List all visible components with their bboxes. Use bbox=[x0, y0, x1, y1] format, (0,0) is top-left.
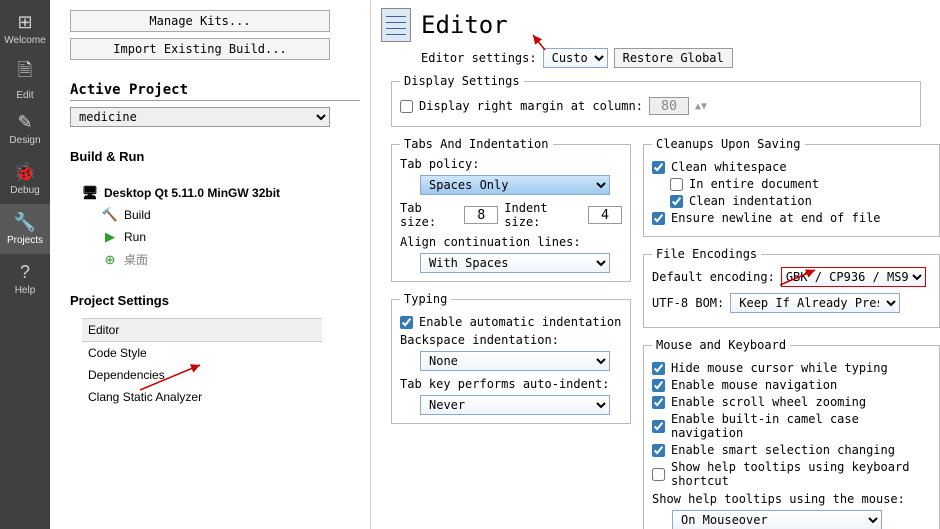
run-item[interactable]: ▶Run bbox=[82, 226, 360, 248]
desktop-item[interactable]: ⊕桌面 bbox=[82, 248, 360, 271]
editor-settings-select[interactable]: Custom bbox=[543, 48, 608, 68]
hide-cursor-label: Hide mouse cursor while typing bbox=[671, 361, 888, 375]
sidebar-item-debug[interactable]: 🐞Debug bbox=[0, 154, 50, 204]
build-run-heading: Build & Run bbox=[70, 149, 360, 164]
settings-item-codestyle[interactable]: Code Style bbox=[82, 342, 360, 364]
manage-kits-button[interactable]: Manage Kits... bbox=[70, 10, 330, 32]
settings-item-clang[interactable]: Clang Static Analyzer bbox=[82, 386, 360, 408]
monitor-icon: 🖥 bbox=[82, 185, 98, 201]
smart-sel-checkbox[interactable] bbox=[652, 444, 665, 457]
camel-case-checkbox[interactable] bbox=[652, 420, 665, 433]
sidebar-item-projects[interactable]: 🔧Projects bbox=[0, 204, 50, 254]
default-enc-select[interactable]: GBK / CP936 / MS936 / wi bbox=[781, 267, 926, 287]
sidebar: ⊞Welcome 🗎Edit ✎Design 🐞Debug 🔧Projects … bbox=[0, 0, 50, 529]
encodings-group: File Encodings Default encoding: GBK / C… bbox=[643, 247, 940, 328]
bom-label: UTF-8 BOM: bbox=[652, 296, 724, 310]
mouse-nav-label: Enable mouse navigation bbox=[671, 378, 837, 392]
tooltips-mouse-label: Show help tooltips using the mouse: bbox=[652, 492, 931, 506]
cleanups-group: Cleanups Upon Saving Clean whitespace In… bbox=[643, 137, 940, 237]
clean-ws-checkbox[interactable] bbox=[652, 161, 665, 174]
right-margin-input[interactable] bbox=[649, 97, 689, 115]
entire-doc-checkbox[interactable] bbox=[670, 178, 683, 191]
smart-sel-label: Enable smart selection changing bbox=[671, 443, 895, 457]
tab-policy-select[interactable]: Spaces Only bbox=[420, 175, 610, 195]
mouse-nav-checkbox[interactable] bbox=[652, 379, 665, 392]
restore-global-button[interactable]: Restore Global bbox=[614, 48, 733, 68]
backspace-select[interactable]: None bbox=[420, 351, 610, 371]
plus-icon: ⊕ bbox=[102, 252, 118, 268]
bom-select[interactable]: Keep If Already Present bbox=[730, 293, 900, 313]
sidebar-item-design[interactable]: ✎Design bbox=[0, 104, 50, 154]
tab-policy-label: Tab policy: bbox=[400, 157, 622, 171]
indent-size-label: Indent size: bbox=[504, 201, 582, 229]
right-margin-checkbox[interactable] bbox=[400, 100, 413, 113]
editor-icon bbox=[381, 8, 411, 42]
auto-indent-label: Enable automatic indentation bbox=[419, 315, 621, 329]
tooltips-mouse-select[interactable]: On Mouseover bbox=[672, 510, 882, 529]
document-icon: 🗎 bbox=[18, 58, 32, 88]
bug-icon: 🐞 bbox=[14, 162, 36, 183]
left-panel: Manage Kits... Import Existing Build... … bbox=[50, 0, 370, 529]
tabkey-label: Tab key performs auto-indent: bbox=[400, 377, 622, 391]
typing-legend: Typing bbox=[400, 292, 451, 306]
typing-group: Typing Enable automatic indentation Back… bbox=[391, 292, 631, 424]
display-settings-group: Display Settings Display right margin at… bbox=[391, 74, 921, 127]
play-icon: ▶ bbox=[102, 229, 118, 245]
active-project-heading: Active Project bbox=[70, 82, 360, 101]
auto-indent-checkbox[interactable] bbox=[400, 316, 413, 329]
mouse-keyboard-group: Mouse and Keyboard Hide mouse cursor whi… bbox=[643, 338, 940, 529]
align-select[interactable]: With Spaces bbox=[420, 253, 610, 273]
camel-case-label: Enable built-in camel case navigation bbox=[671, 412, 931, 440]
newline-label: Ensure newline at end of file bbox=[671, 211, 881, 225]
cleanups-legend: Cleanups Upon Saving bbox=[652, 137, 805, 151]
sidebar-item-edit[interactable]: 🗎Edit bbox=[0, 54, 50, 104]
tabs-legend: Tabs And Indentation bbox=[400, 137, 553, 151]
hide-cursor-checkbox[interactable] bbox=[652, 362, 665, 375]
clean-indent-label: Clean indentation bbox=[689, 194, 812, 208]
scroll-zoom-checkbox[interactable] bbox=[652, 396, 665, 409]
kit-item[interactable]: 🖥Desktop Qt 5.11.0 MinGW 32bit bbox=[82, 182, 360, 204]
sidebar-item-welcome[interactable]: ⊞Welcome bbox=[0, 4, 50, 54]
project-settings-heading: Project Settings bbox=[70, 293, 360, 308]
default-enc-label: Default encoding: bbox=[652, 270, 775, 284]
sidebar-item-help[interactable]: ?Help bbox=[0, 254, 50, 304]
pencil-icon: ✎ bbox=[17, 112, 32, 133]
indent-size-input[interactable] bbox=[588, 206, 622, 224]
wrench-icon: 🔧 bbox=[14, 212, 36, 233]
tooltips-kb-checkbox[interactable] bbox=[652, 468, 665, 481]
tabkey-select[interactable]: Never bbox=[420, 395, 610, 415]
settings-item-editor[interactable]: Editor bbox=[82, 318, 322, 342]
tabs-indentation-group: Tabs And Indentation Tab policy: Spaces … bbox=[391, 137, 631, 282]
encodings-legend: File Encodings bbox=[652, 247, 761, 261]
tab-size-label: Tab size: bbox=[400, 201, 458, 229]
clean-indent-checkbox[interactable] bbox=[670, 195, 683, 208]
project-select[interactable]: medicine bbox=[70, 107, 330, 127]
newline-checkbox[interactable] bbox=[652, 212, 665, 225]
entire-doc-label: In entire document bbox=[689, 177, 819, 191]
help-icon: ? bbox=[20, 262, 30, 283]
right-margin-label: Display right margin at column: bbox=[419, 99, 643, 113]
right-panel: Editor Editor settings: Custom Restore G… bbox=[371, 0, 940, 529]
settings-list: Editor Code Style Dependencies Clang Sta… bbox=[70, 318, 360, 408]
import-build-button[interactable]: Import Existing Build... bbox=[70, 38, 330, 60]
editor-title: Editor bbox=[421, 11, 508, 39]
scroll-zoom-label: Enable scroll wheel zooming bbox=[671, 395, 866, 409]
clean-ws-label: Clean whitespace bbox=[671, 160, 787, 174]
build-item[interactable]: 🔨Build bbox=[82, 204, 360, 226]
settings-item-dependencies[interactable]: Dependencies bbox=[82, 364, 360, 386]
display-settings-legend: Display Settings bbox=[400, 74, 524, 88]
backspace-label: Backspace indentation: bbox=[400, 333, 622, 347]
editor-settings-label: Editor settings: bbox=[421, 51, 537, 65]
align-label: Align continuation lines: bbox=[400, 235, 622, 249]
grid-icon: ⊞ bbox=[17, 12, 32, 33]
spinner-icon[interactable]: ▲▼ bbox=[695, 101, 707, 112]
tooltips-kb-label: Show help tooltips using keyboard shortc… bbox=[671, 460, 931, 488]
tab-size-input[interactable] bbox=[464, 206, 498, 224]
hammer-icon: 🔨 bbox=[102, 207, 118, 223]
mouse-legend: Mouse and Keyboard bbox=[652, 338, 790, 352]
kit-tree: 🖥Desktop Qt 5.11.0 MinGW 32bit 🔨Build ▶R… bbox=[70, 182, 360, 271]
